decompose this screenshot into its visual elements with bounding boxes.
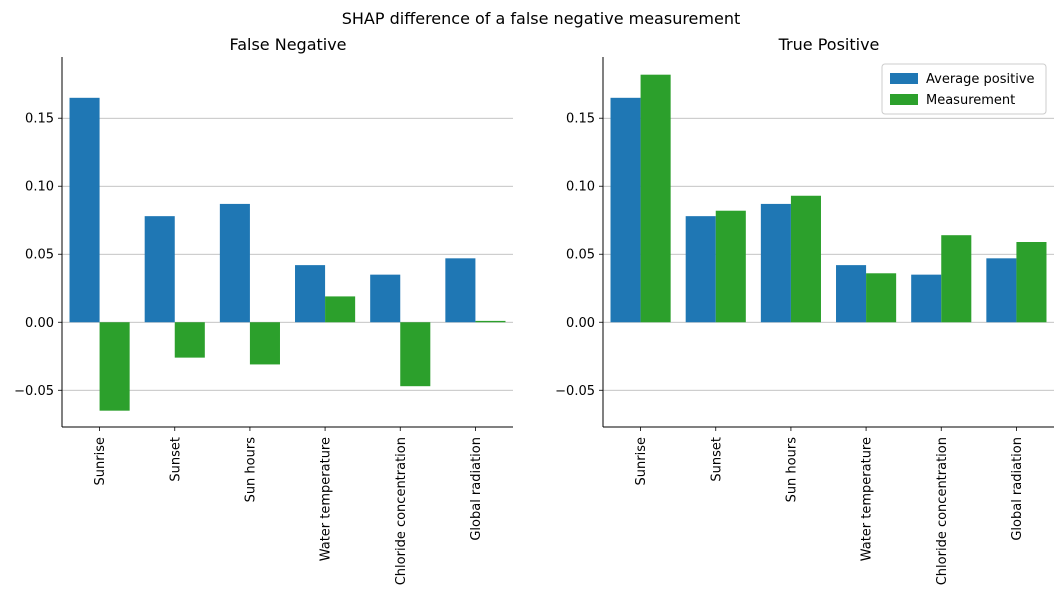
figure-suptitle: SHAP difference of a false negative meas… — [342, 9, 741, 28]
false-negative-xtick-label: Sunrise — [93, 437, 108, 485]
false-negative-bar-average-positive — [145, 216, 175, 322]
true-positive-legend-swatch — [890, 94, 918, 105]
true-positive-legend-label: Average positive — [926, 72, 1035, 87]
false-negative-xtick-label: Water temperature — [319, 437, 334, 561]
false-negative-ytick-label: 0.10 — [25, 180, 54, 195]
true-positive-bar-measurement — [866, 273, 896, 322]
false-negative-bar-average-positive — [445, 258, 475, 322]
true-positive-bar-measurement — [941, 235, 971, 322]
true-positive-subplot: True Positive −0.05 0.00 0.05 0.10 0.15 Sunri… — [555, 35, 1054, 585]
true-positive-title: True Positive — [778, 35, 880, 54]
true-positive-bar-measurement — [641, 75, 671, 323]
true-positive-ytick-label: 0.05 — [566, 248, 595, 263]
false-negative-title: False Negative — [229, 35, 346, 54]
true-positive-ytick-label: 0.00 — [566, 316, 595, 331]
true-positive-bar-measurement — [1016, 242, 1046, 322]
true-positive-xtick-label: Water temperature — [860, 437, 875, 561]
true-positive-ytick-label: 0.10 — [566, 180, 595, 195]
true-positive-xtick-label: Global radiation — [1010, 437, 1025, 541]
false-negative-bar-measurement — [250, 322, 280, 364]
false-negative-bar-measurement — [325, 296, 355, 322]
true-positive-xtick-label: Sunrise — [634, 437, 649, 485]
false-negative-bar-average-positive — [70, 98, 100, 322]
false-negative-subplot: False Negative −0.05 0.00 0.05 0.10 0.15 Sunr… — [14, 35, 513, 585]
true-positive-bar-average-positive — [911, 275, 941, 323]
false-negative-bar-average-positive — [370, 275, 400, 323]
false-negative-xtick-label: Sun hours — [243, 437, 258, 503]
true-positive-xtick-label: Sun hours — [784, 437, 799, 503]
true-positive-bar-average-positive — [611, 98, 641, 322]
false-negative-xtick-label: Global radiation — [469, 437, 484, 541]
true-positive-xtick-label: Chloride concentration — [935, 437, 950, 585]
false-negative-ytick-label: 0.05 — [25, 248, 54, 263]
false-negative-bar-measurement — [175, 322, 205, 357]
false-negative-xtick-label: Sunset — [168, 437, 183, 482]
chart-figure: SHAP difference of a false negative meas… — [0, 0, 1063, 605]
true-positive-bar-measurement — [791, 196, 821, 323]
true-positive-legend-swatch — [890, 73, 918, 84]
false-negative-ytick-label: 0.15 — [25, 112, 54, 127]
false-negative-ytick-label: −0.05 — [14, 384, 54, 399]
true-positive-bar-average-positive — [986, 258, 1016, 322]
false-negative-bar-average-positive — [295, 265, 325, 322]
true-positive-bar-average-positive — [686, 216, 716, 322]
true-positive-ytick-label: 0.15 — [566, 112, 595, 127]
true-positive-bar-measurement — [716, 211, 746, 323]
false-negative-xtick-label: Chloride concentration — [394, 437, 409, 585]
false-negative-bar-measurement — [100, 322, 130, 410]
true-positive-ytick-label: −0.05 — [555, 384, 595, 399]
false-negative-bar-average-positive — [220, 204, 250, 322]
true-positive-bar-average-positive — [761, 204, 791, 322]
false-negative-bar-measurement — [400, 322, 430, 386]
false-negative-ytick-label: 0.00 — [25, 316, 54, 331]
true-positive-legend-label: Measurement — [926, 93, 1015, 108]
false-negative-bar-measurement — [475, 321, 505, 322]
true-positive-bar-average-positive — [836, 265, 866, 322]
true-positive-xtick-label: Sunset — [709, 437, 724, 482]
